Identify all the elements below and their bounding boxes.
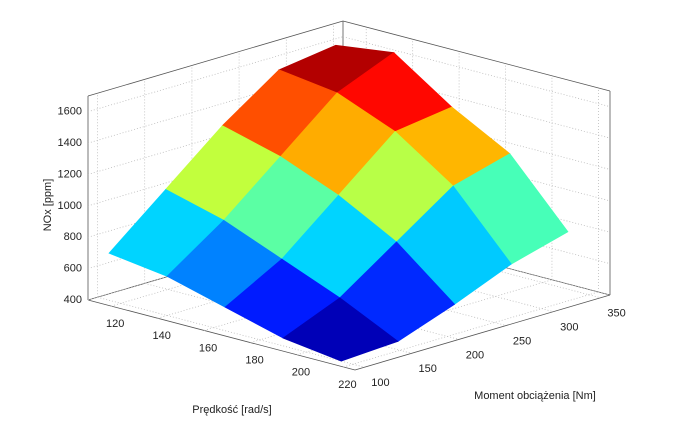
y-axis-label: Moment obciążenia [Nm] [474,390,596,402]
x-tick-label: 220 [338,379,356,391]
x-tick-label: 140 [152,330,170,342]
z-tick-label: 1000 [58,200,82,212]
z-tick-label: 1400 [58,137,82,149]
grid-line [87,67,344,144]
grid-line [97,296,365,368]
grid-line [342,36,611,108]
y-tick-label: 200 [466,349,484,361]
x-tick-label: 120 [106,318,124,330]
y-tick-label: 250 [513,335,531,347]
axis-box [87,20,344,97]
x-tick-label: 160 [199,342,217,354]
z-tick-label: 1200 [58,168,82,180]
surface-patch [282,297,399,362]
y-tick-label: 350 [607,308,625,320]
x-tick-label: 180 [245,355,263,367]
y-tick-label: 300 [560,322,578,334]
grid-line [342,67,611,139]
z-axis-label: NOx [ppm] [42,179,54,232]
y-tick-label: 150 [418,363,436,375]
z-tick-label: 400 [64,294,82,306]
y-tick-label: 100 [371,377,389,389]
x-axis-label: Prędkość [rad/s] [192,404,271,416]
grid-line [87,36,344,113]
grid-line [343,291,599,368]
z-tick-label: 1600 [58,106,82,118]
axis-box [342,20,611,92]
z-tick-label: 600 [64,263,82,275]
axis-box [354,294,611,371]
axis-box [87,299,356,371]
z-tick-label: 800 [64,231,82,243]
x-tick-label: 200 [292,367,310,379]
